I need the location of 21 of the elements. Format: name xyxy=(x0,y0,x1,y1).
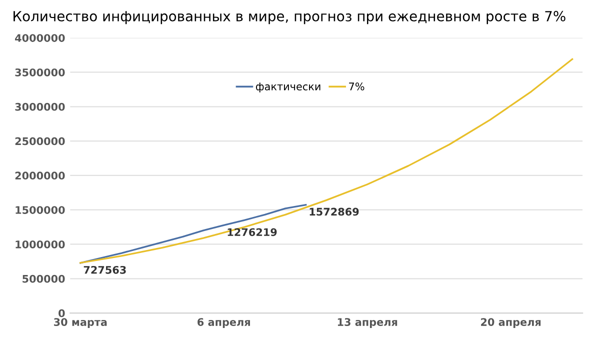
data-label: 1572869 xyxy=(310,208,359,216)
legend-label: 7% xyxy=(349,82,364,90)
x-tick-label: 6 апреля xyxy=(198,318,250,328)
y-tick-label: 0 xyxy=(58,309,65,318)
legend-label: фактически xyxy=(256,82,320,92)
y-tick-label: 3000000 xyxy=(15,102,65,111)
x-tick-label: 13 апреля xyxy=(338,318,398,328)
y-tick-label: 2500000 xyxy=(15,137,65,146)
y-tick-label: 1500000 xyxy=(16,206,65,214)
y-tick-label: 1000000 xyxy=(16,240,65,248)
line-series xyxy=(80,58,574,264)
y-tick-label: 4000000 xyxy=(15,34,65,42)
line-series xyxy=(80,204,307,264)
data-label: 1276219 xyxy=(228,228,277,236)
y-tick-label: 500000 xyxy=(22,274,65,283)
chart-title: Количество инфицированных в мире, прогноз при ежедневном росте в 7% xyxy=(14,10,566,24)
x-tick-label: 20 апреля xyxy=(481,318,541,328)
y-tick-label: 2000000 xyxy=(15,172,65,180)
y-tick-label: 3500000 xyxy=(15,68,65,76)
data-label: 727563 xyxy=(84,266,126,274)
x-tick-label: 30 марта xyxy=(54,318,107,328)
